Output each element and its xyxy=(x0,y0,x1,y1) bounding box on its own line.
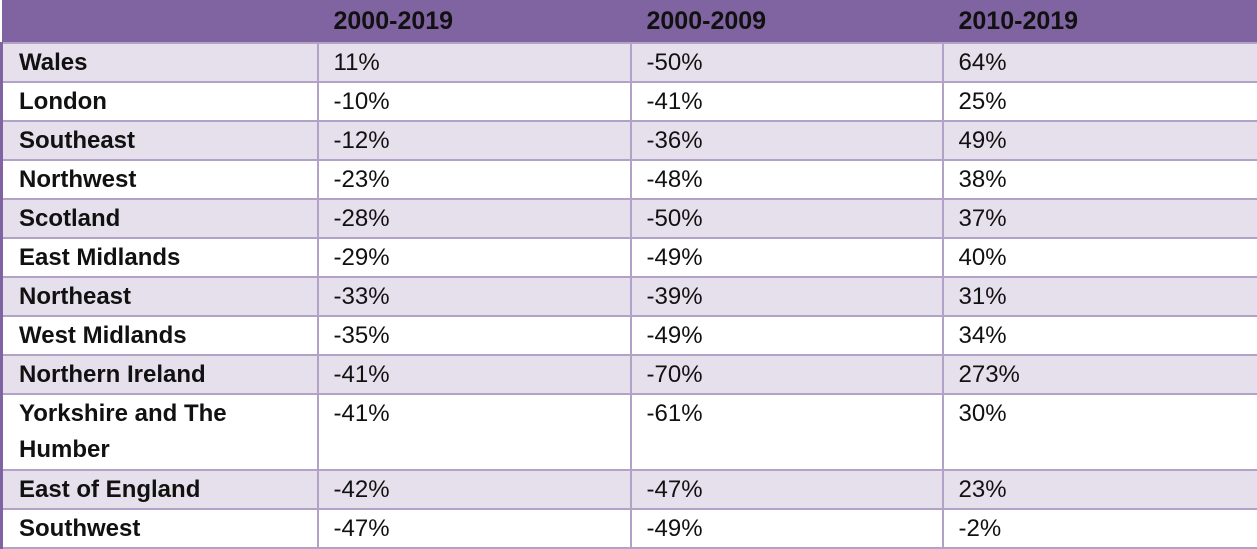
region-cell: Southwest xyxy=(2,509,318,548)
value-cell-2010-2019: 38% xyxy=(943,160,1257,199)
value-cell-2010-2019: 34% xyxy=(943,316,1257,355)
region-cell: London xyxy=(2,82,318,121)
value-cell-2000-2019: -41% xyxy=(318,394,631,470)
value-cell-2010-2019: 64% xyxy=(943,43,1257,82)
value-cell-2010-2019: 40% xyxy=(943,238,1257,277)
header-cell-2000-2019: 2000-2019 xyxy=(318,0,631,43)
region-cell: Wales xyxy=(2,43,318,82)
value-cell-2010-2019: 25% xyxy=(943,82,1257,121)
value-cell-2010-2019: 37% xyxy=(943,199,1257,238)
value-cell-2000-2009: -70% xyxy=(631,355,943,394)
region-cell: West Midlands xyxy=(2,316,318,355)
table-row: Southeast -12% -36% 49% xyxy=(2,121,1257,160)
value-cell-2000-2019: -10% xyxy=(318,82,631,121)
region-cell: Northeast xyxy=(2,277,318,316)
value-cell-2000-2019: -23% xyxy=(318,160,631,199)
table-row: East of England -42% -47% 23% xyxy=(2,470,1257,509)
header-row: 2000-2019 2000-2009 2010-2019 xyxy=(2,0,1257,43)
value-cell-2000-2009: -49% xyxy=(631,238,943,277)
value-cell-2000-2019: -47% xyxy=(318,509,631,548)
header-cell-2010-2019: 2010-2019 xyxy=(943,0,1257,43)
table-row: Northeast -33% -39% 31% xyxy=(2,277,1257,316)
header-cell-region xyxy=(2,0,318,43)
table-row: West Midlands -35% -49% 34% xyxy=(2,316,1257,355)
value-cell-2000-2009: -49% xyxy=(631,316,943,355)
table-row: Southwest -47% -49% -2% xyxy=(2,509,1257,548)
value-cell-2010-2019: 23% xyxy=(943,470,1257,509)
value-cell-2000-2019: -33% xyxy=(318,277,631,316)
region-cell: Northern Ireland xyxy=(2,355,318,394)
table-row: Wales 11% -50% 64% xyxy=(2,43,1257,82)
value-cell-2000-2009: -41% xyxy=(631,82,943,121)
value-cell-2000-2019: -28% xyxy=(318,199,631,238)
value-cell-2000-2019: -41% xyxy=(318,355,631,394)
region-cell: Northwest xyxy=(2,160,318,199)
value-cell-2010-2019: -2% xyxy=(943,509,1257,548)
value-cell-2000-2009: -47% xyxy=(631,470,943,509)
table-row: Scotland -28% -50% 37% xyxy=(2,199,1257,238)
table-header: 2000-2019 2000-2009 2010-2019 xyxy=(2,0,1257,43)
value-cell-2000-2009: -61% xyxy=(631,394,943,470)
region-cell: Southeast xyxy=(2,121,318,160)
value-cell-2010-2019: 273% xyxy=(943,355,1257,394)
value-cell-2000-2009: -50% xyxy=(631,199,943,238)
value-cell-2010-2019: 31% xyxy=(943,277,1257,316)
value-cell-2000-2019: 11% xyxy=(318,43,631,82)
value-cell-2000-2019: -35% xyxy=(318,316,631,355)
value-cell-2000-2009: -39% xyxy=(631,277,943,316)
value-cell-2010-2019: 49% xyxy=(943,121,1257,160)
region-cell: East of England xyxy=(2,470,318,509)
value-cell-2000-2019: -42% xyxy=(318,470,631,509)
table-row: Northwest -23% -48% 38% xyxy=(2,160,1257,199)
table-body: Wales 11% -50% 64% London -10% -41% 25% … xyxy=(2,43,1257,548)
value-cell-2000-2009: -36% xyxy=(631,121,943,160)
region-cell: Yorkshire and The Humber xyxy=(2,394,318,470)
table-row: Northern Ireland -41% -70% 273% xyxy=(2,355,1257,394)
value-cell-2000-2019: -29% xyxy=(318,238,631,277)
region-cell: East Midlands xyxy=(2,238,318,277)
table-row: London -10% -41% 25% xyxy=(2,82,1257,121)
table-row: East Midlands -29% -49% 40% xyxy=(2,238,1257,277)
value-cell-2000-2009: -50% xyxy=(631,43,943,82)
value-cell-2000-2019: -12% xyxy=(318,121,631,160)
region-cell: Scotland xyxy=(2,199,318,238)
header-cell-2000-2009: 2000-2009 xyxy=(631,0,943,43)
value-cell-2000-2009: -48% xyxy=(631,160,943,199)
value-cell-2010-2019: 30% xyxy=(943,394,1257,470)
table-row: Yorkshire and The Humber -41% -61% 30% xyxy=(2,394,1257,470)
value-cell-2000-2009: -49% xyxy=(631,509,943,548)
